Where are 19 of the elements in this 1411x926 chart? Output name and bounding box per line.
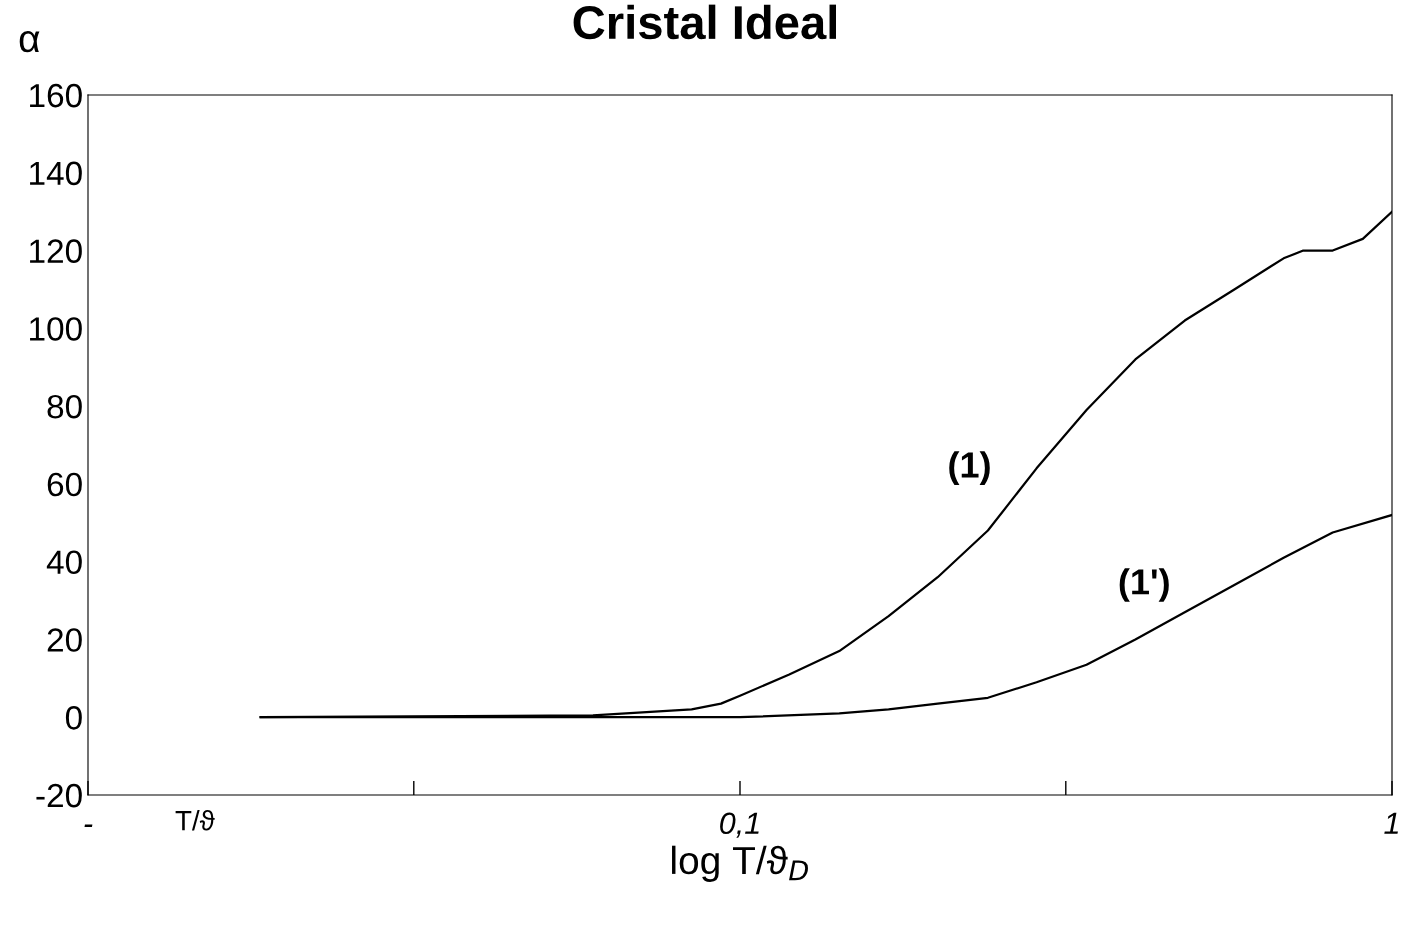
chart-title: Cristal Ideal <box>573 4 837 40</box>
y-tick-label: 40 <box>46 550 82 575</box>
y-tick-label: 0 <box>65 706 82 730</box>
text: T/ϑ <box>175 810 215 831</box>
x-tick-label: 0,1 <box>720 812 759 838</box>
x-tick-label: - <box>84 824 93 827</box>
y-axis-title: α <box>19 31 40 53</box>
x-axis-title: log T/ϑ$_{D}$ <box>672 845 808 882</box>
y-tick-label: -20 <box>36 783 82 808</box>
y-tick-label: 20 <box>47 628 82 652</box>
x-tick-label: 1 <box>1384 812 1398 834</box>
y-tick-label: 120 <box>30 239 82 263</box>
y-tick-label: 80 <box>47 394 82 419</box>
y-tick-label: 100 <box>30 317 82 341</box>
y-tick-label: 60 <box>47 472 82 497</box>
annotation: (1') <box>1119 568 1169 602</box>
annotation: (1) <box>949 451 990 485</box>
y-tick-label: 160 <box>30 83 82 108</box>
y-tick-label: 140 <box>30 161 82 186</box>
